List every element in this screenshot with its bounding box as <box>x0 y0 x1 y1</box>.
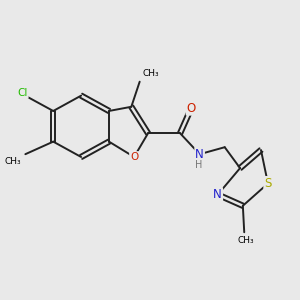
Text: CH₃: CH₃ <box>142 69 159 78</box>
Text: N: N <box>213 188 222 201</box>
Text: H: H <box>194 160 202 170</box>
Text: CH₃: CH₃ <box>4 157 21 166</box>
Text: O: O <box>130 152 138 162</box>
Text: Cl: Cl <box>17 88 28 98</box>
Text: S: S <box>264 177 272 190</box>
Text: CH₃: CH₃ <box>237 236 254 245</box>
Text: N: N <box>195 148 204 161</box>
Text: O: O <box>187 102 196 115</box>
